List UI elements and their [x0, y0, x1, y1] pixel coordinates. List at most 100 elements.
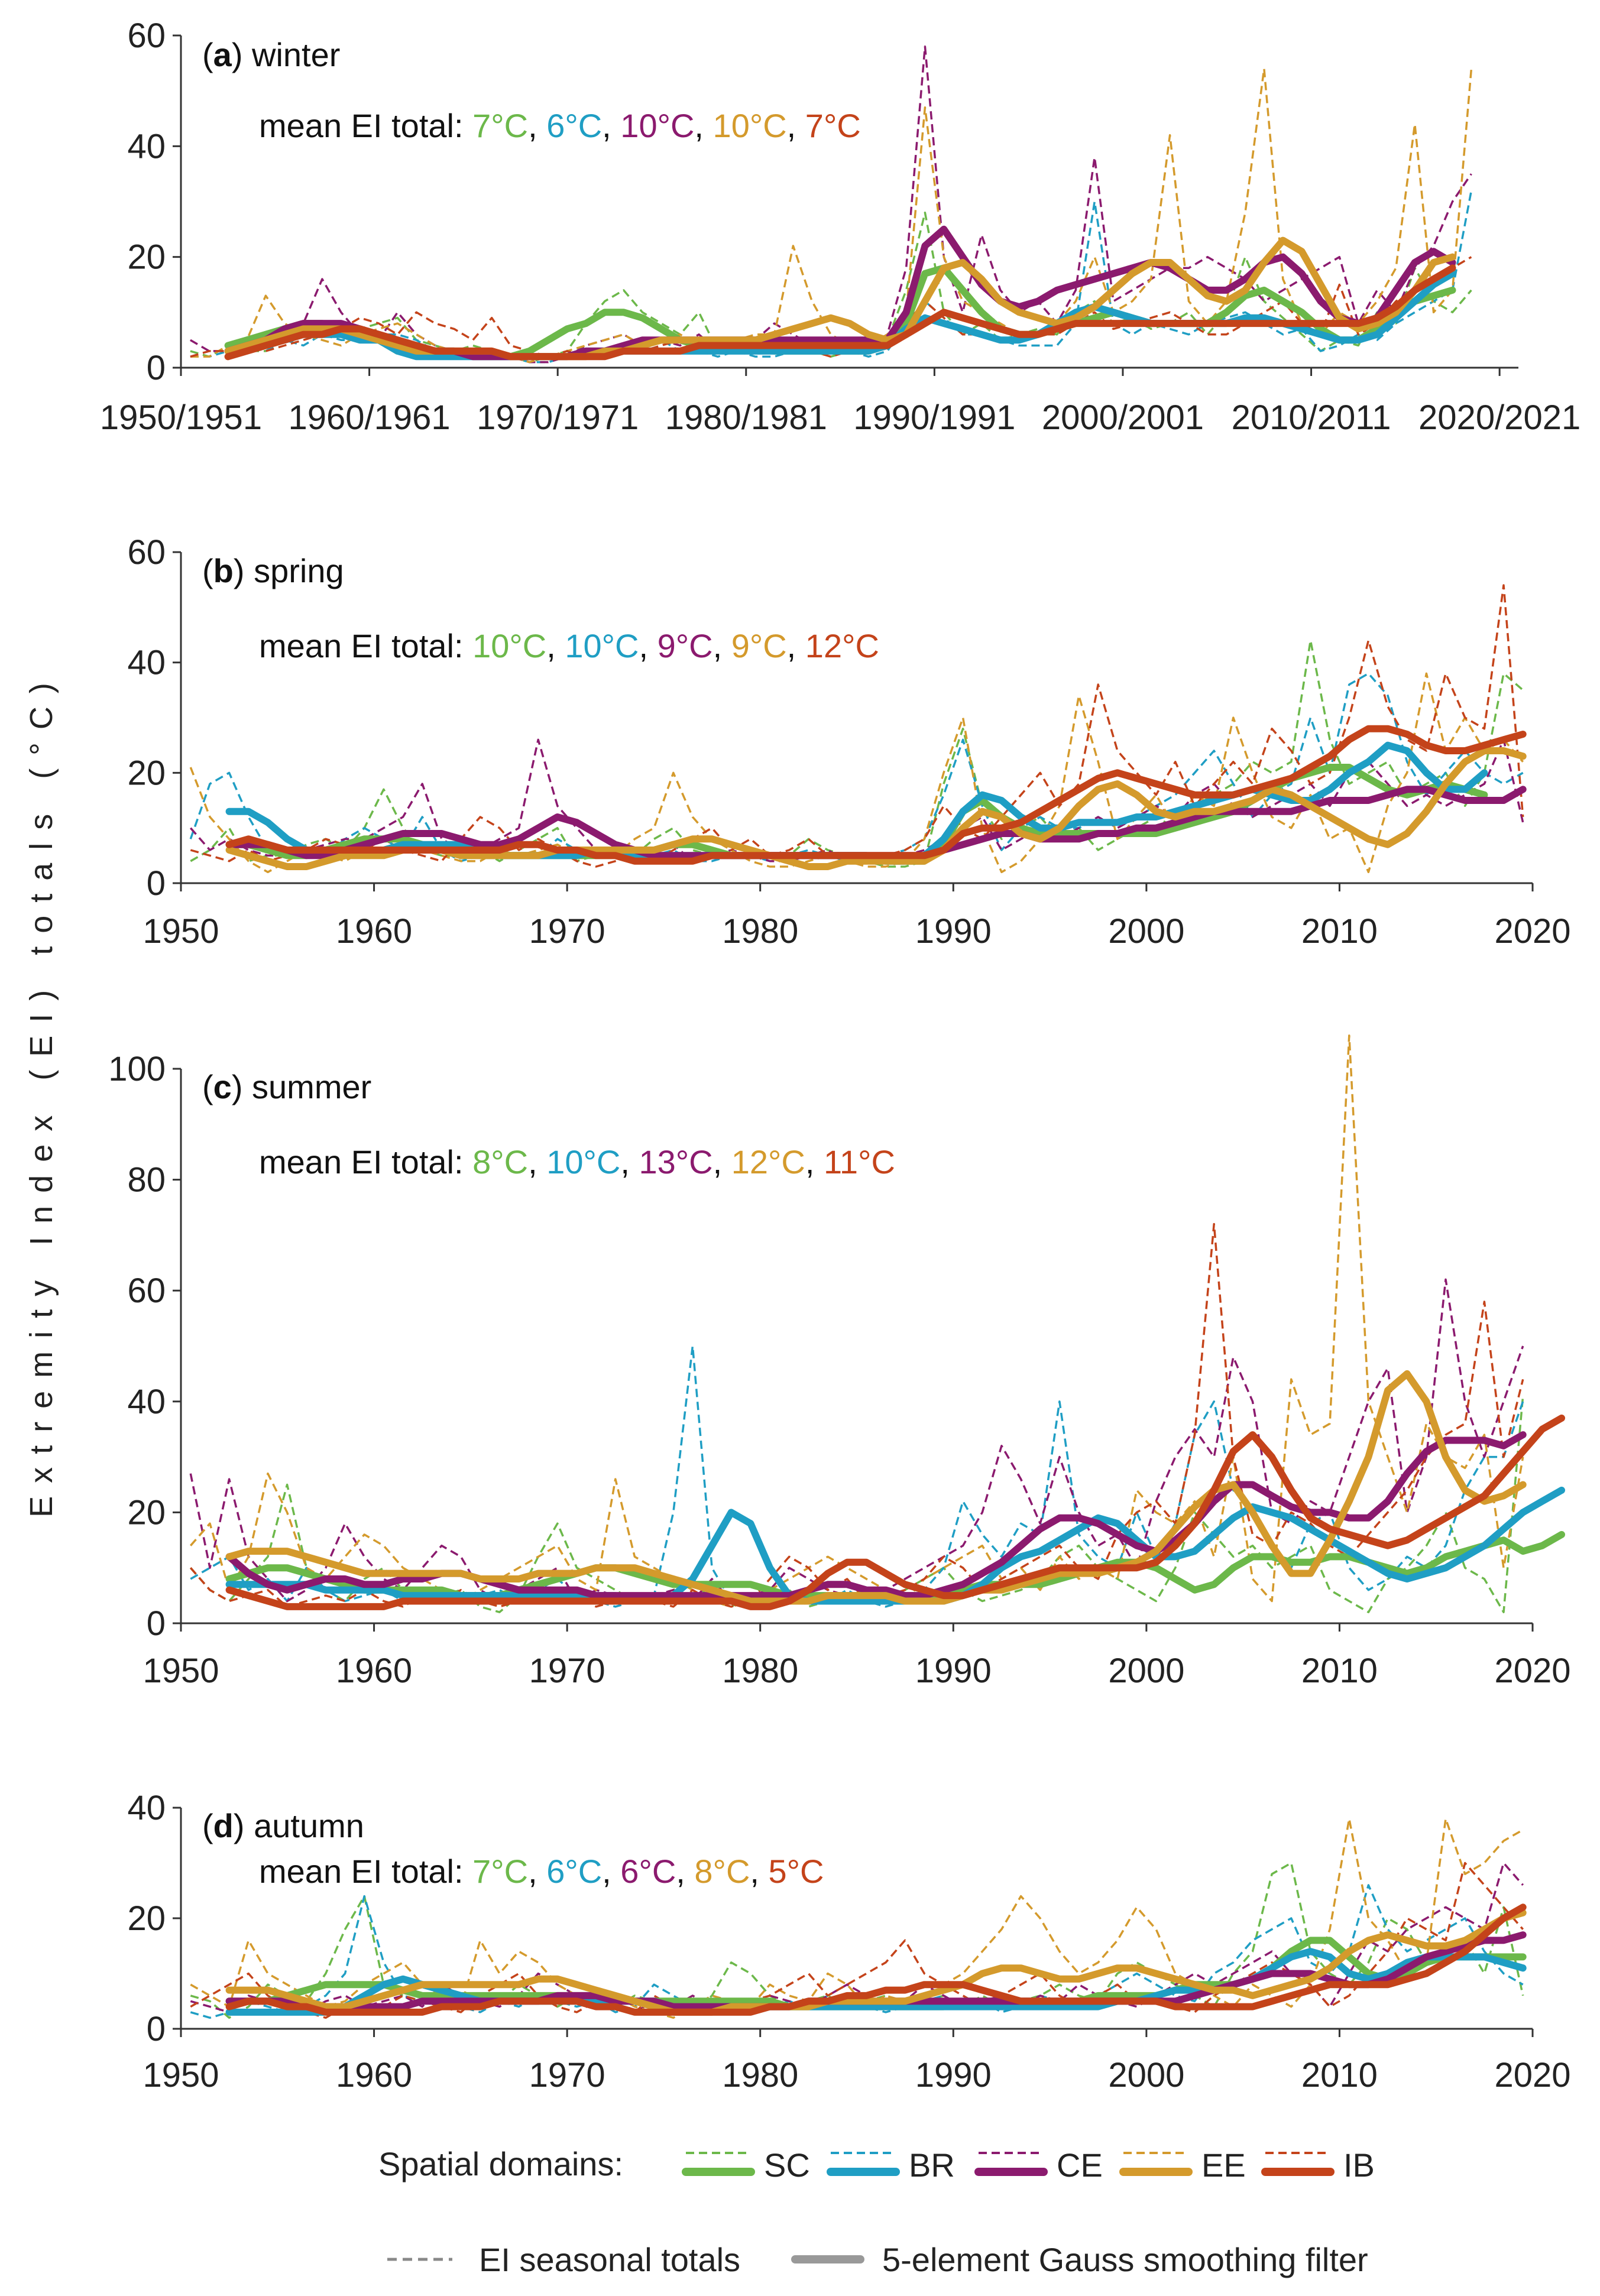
mean-value-br: 10°C [565, 627, 639, 664]
panel-letter: d [213, 1807, 234, 1844]
series-raw-ee [190, 67, 1473, 364]
panel-season: autumn [254, 1807, 364, 1844]
y-tick-label: 60 [127, 17, 166, 55]
x-tick-label: 2020 [1494, 912, 1570, 951]
panel-title: (b) spring [202, 552, 344, 589]
x-tick-label: 1960 [336, 912, 412, 951]
mean-value-br: 6°C [546, 1853, 602, 1890]
series-raw-ee [189, 1034, 1524, 1608]
x-tick-label: 1990/1991 [853, 398, 1015, 437]
mean-value-ee: 8°C [694, 1853, 750, 1890]
mean-value-br: 10°C [546, 1143, 620, 1181]
mean-value-ce: 6°C [620, 1853, 676, 1890]
series-raw-br [190, 1345, 1524, 1608]
y-tick-label: 40 [127, 1383, 166, 1421]
x-tick-label: 1980 [722, 1652, 798, 1690]
x-tick-label: 2010 [1301, 1652, 1378, 1690]
mean-value-ib: 11°C [824, 1143, 895, 1181]
series-smooth-br [224, 270, 1456, 361]
mean-ei-totals: mean EI total: 8°C, 10°C, 13°C, 12°C, 11… [259, 1143, 895, 1181]
legend-code: SC [764, 2146, 810, 2184]
x-tick-label: 2010 [1301, 912, 1378, 951]
y-tick-label: 80 [127, 1161, 166, 1199]
x-tick-label: 1980 [722, 912, 798, 951]
legend-code: BR [909, 2146, 955, 2184]
series-smooth-ib [225, 1903, 1527, 2016]
mean-value-ce: 9°C [658, 627, 713, 664]
series-smooth-br [225, 1948, 1527, 2016]
x-tick-label: 2010/2011 [1232, 398, 1391, 437]
series-smooth-ib [225, 1414, 1565, 1610]
x-tick-label: 1950 [142, 1652, 219, 1690]
x-tick-label: 2000 [1108, 1652, 1184, 1690]
legend-code: IB [1343, 2146, 1375, 2184]
panel-title: (c) summer [202, 1068, 371, 1105]
x-tick-label: 1960 [336, 2056, 412, 2094]
series-smooth-br [225, 741, 1488, 865]
mean-ei-totals: mean EI total: 7°C, 6°C, 6°C, 8°C, 5°C [259, 1853, 824, 1890]
panel-season: summer [252, 1068, 371, 1105]
legend-domains-label: Spatial domains: [378, 2145, 623, 2183]
legend: Spatial domains: SC BR CE EE IB EI seasonal … [378, 2145, 1375, 2278]
legend-entry-br: BR [827, 2146, 955, 2184]
mean-value-ee: 10°C [713, 107, 787, 144]
x-tick-label: 2000 [1108, 2056, 1184, 2094]
mean-ei-label: mean EI total: [259, 107, 472, 144]
panel-letter: a [213, 36, 232, 73]
y-tick-label: 0 [147, 349, 166, 387]
legend-entry-sc: SC [682, 2146, 810, 2184]
y-tick-label: 0 [147, 2010, 166, 2048]
panel-summer: 0 20 40 60 80 100 1950 1960 1970 1980 1990 2000 2010… [108, 1034, 1571, 1690]
mean-value-ee: 12°C [731, 1143, 805, 1181]
mean-value-sc: 7°C [472, 1853, 528, 1890]
mean-value-ib: 7°C [805, 107, 861, 144]
x-tick-label: 1960/1961 [289, 398, 451, 437]
x-tick-label: 1980 [722, 2056, 798, 2094]
y-tick-label: 60 [127, 1272, 166, 1310]
panel-winter: 0 20 40 60 1950/1951 1960/1961 1970/1971 1980/1… [100, 17, 1580, 437]
y-tick-label: 40 [127, 127, 166, 166]
legend-entry-ee: EE [1119, 2146, 1246, 2184]
x-tick-label: 1950 [142, 2056, 219, 2094]
x-tick-label: 1970 [529, 912, 605, 951]
mean-ei-label: mean EI total: [259, 627, 472, 664]
x-tick-label: 1990 [915, 1652, 992, 1690]
x-tick-label: 1950 [142, 912, 219, 951]
x-tick-label: 2010 [1301, 2056, 1378, 2094]
x-tick-label: 1970 [529, 1652, 605, 1690]
y-axis-label: Extremity Index (EI) totals (°C) [24, 670, 59, 1517]
y-tick-label: 20 [127, 238, 166, 277]
y-tick-label: 40 [127, 1789, 166, 1827]
mean-value-sc: 8°C [472, 1143, 528, 1181]
panel-title: (a) winter [202, 36, 340, 73]
x-tick-label: 2000/2001 [1042, 398, 1204, 437]
panel-season: winter [251, 36, 340, 73]
x-tick-label: 1970 [529, 2056, 605, 2094]
x-tick-label: 1960 [336, 1652, 412, 1690]
panel-title: (d) autumn [202, 1807, 364, 1844]
x-tick-label: 1990 [915, 912, 992, 951]
legend-code: EE [1201, 2146, 1246, 2184]
mean-ei-totals: mean EI total: 10°C, 10°C, 9°C, 9°C, 12°… [259, 627, 879, 664]
panel-letter: c [213, 1068, 232, 1105]
legend-entry-ce: CE [974, 2146, 1103, 2184]
x-tick-label: 2000 [1108, 912, 1184, 951]
x-tick-label: 1970/1971 [477, 398, 639, 437]
x-tick-label: 1980/1981 [665, 398, 827, 437]
legend-dashed-label: EI seasonal totals [479, 2241, 740, 2278]
y-tick-label: 40 [127, 644, 166, 682]
panel-letter: b [213, 552, 234, 589]
legend-code: CE [1057, 2146, 1103, 2184]
mean-value-ce: 13°C [639, 1143, 712, 1181]
mean-value-sc: 7°C [472, 107, 528, 144]
legend-solid-label: 5-element Gauss smoothing filter [882, 2241, 1368, 2278]
x-tick-label: 2020 [1494, 2056, 1570, 2094]
y-tick-label: 0 [147, 864, 166, 903]
y-tick-label: 20 [127, 1493, 166, 1532]
panel-season: spring [254, 552, 344, 589]
x-tick-label: 1950/1951 [100, 398, 262, 437]
mean-ei-totals: mean EI total: 7°C, 6°C, 10°C, 10°C, 7°C [259, 107, 861, 144]
x-tick-label: 2020 [1494, 1652, 1570, 1690]
mean-value-ib: 5°C [769, 1853, 824, 1890]
